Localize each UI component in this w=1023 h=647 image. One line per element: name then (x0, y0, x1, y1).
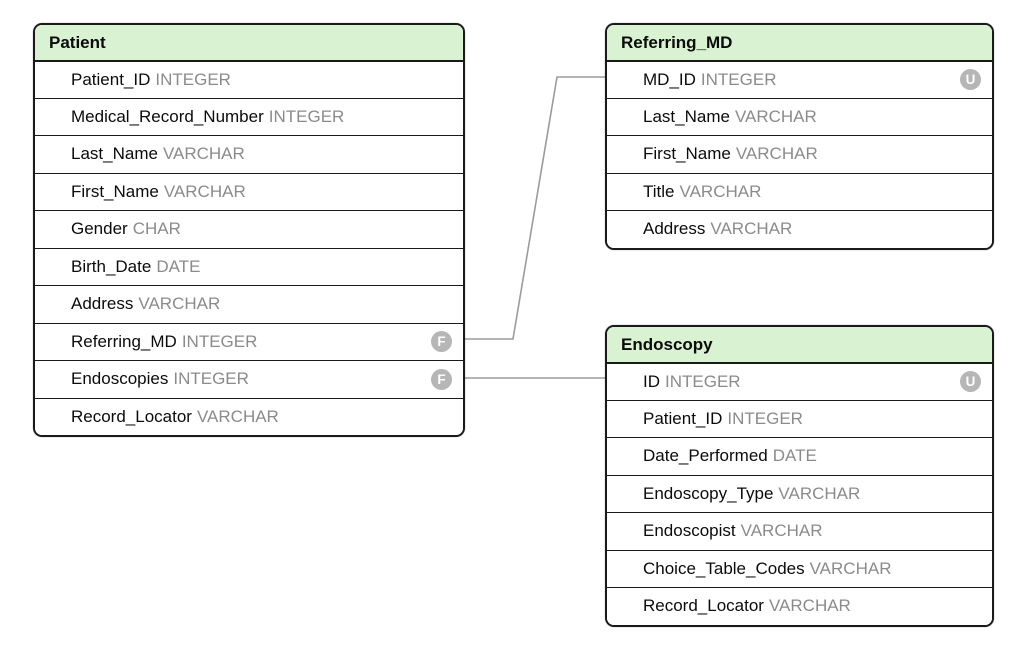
field-name: Address (71, 294, 134, 314)
field-row[interactable]: First_Name VARCHAR (607, 135, 992, 173)
field-name: Birth_Date (71, 256, 152, 276)
table-referring-md[interactable]: Referring_MD MD_ID INTEGER U Last_Name VARCH… (605, 23, 994, 250)
field-name: Endoscopist (643, 521, 736, 541)
field-type: VARCHAR (734, 106, 817, 126)
field-row[interactable]: Last_Name VARCHAR (35, 135, 463, 173)
field-name: Patient_ID (643, 408, 723, 428)
field-row[interactable]: Medical_Record_Number INTEGER (35, 97, 463, 135)
foreign-key-badge: F (431, 368, 452, 390)
field-row[interactable]: Last_Name VARCHAR (607, 97, 992, 135)
field-row[interactable]: Title VARCHAR (607, 172, 992, 210)
table-endoscopy[interactable]: Endoscopy ID INTEGER U Patient_ID INTEGER Dat… (605, 325, 994, 627)
field-row[interactable]: Record_Locator VARCHAR (607, 587, 992, 625)
table-title: Patient (49, 32, 106, 52)
field-name: Referring_MD (71, 331, 177, 351)
field-type: INTEGER (173, 369, 249, 389)
field-row[interactable]: Address VARCHAR (607, 210, 992, 248)
field-type: INTEGER (181, 331, 258, 351)
field-row[interactable]: Gender CHAR (35, 210, 463, 248)
field-name: Last_Name (71, 144, 158, 164)
field-row[interactable]: Record_Locator VARCHAR (35, 397, 463, 435)
field-type: INTEGER (700, 69, 777, 89)
field-row[interactable]: Patient_ID INTEGER (35, 60, 463, 98)
table-header[interactable]: Referring_MD (607, 25, 992, 60)
unique-key-badge: U (960, 371, 981, 393)
field-row[interactable]: MD_ID INTEGER U (607, 60, 992, 98)
field-row[interactable]: Choice_Table_Codes VARCHAR (607, 549, 992, 587)
table-header[interactable]: Endoscopy (607, 327, 992, 362)
field-type: VARCHAR (196, 406, 279, 426)
field-type: VARCHAR (679, 181, 762, 201)
unique-key-badge: U (960, 69, 981, 91)
field-type: VARCHAR (710, 219, 793, 239)
table-title: Referring_MD (621, 32, 733, 52)
field-name: ID (643, 371, 660, 391)
field-row[interactable]: Date_Performed DATE (607, 437, 992, 475)
field-name: Choice_Table_Codes (643, 558, 805, 578)
field-type: CHAR (132, 219, 181, 239)
field-row[interactable]: Birth_Date DATE (35, 247, 463, 285)
field-type: INTEGER (268, 106, 345, 126)
table-header[interactable]: Patient (35, 25, 463, 60)
field-name: Endoscopies (71, 369, 169, 389)
field-row[interactable]: Endoscopist VARCHAR (607, 512, 992, 550)
field-name: Patient_ID (71, 69, 151, 89)
field-type: INTEGER (155, 69, 231, 89)
table-rows: MD_ID INTEGER U Last_Name VARCHAR First_Name V… (607, 60, 992, 248)
table-rows: Patient_ID INTEGER Medical_Record_Number IN… (35, 60, 463, 435)
field-type: VARCHAR (163, 181, 246, 201)
field-name: Endoscopy_Type (643, 483, 774, 503)
table-patient[interactable]: Patient Patient_ID INTEGER Medical_Record_… (33, 23, 465, 437)
field-name: First_Name (71, 181, 159, 201)
field-name: Record_Locator (71, 406, 192, 426)
field-name: Last_Name (643, 106, 730, 126)
field-type: VARCHAR (740, 521, 823, 541)
field-row[interactable]: ID INTEGER U (607, 362, 992, 400)
field-name: Title (643, 181, 675, 201)
field-row[interactable]: First_Name VARCHAR (35, 172, 463, 210)
field-row[interactable]: Address VARCHAR (35, 285, 463, 323)
field-type: VARCHAR (138, 294, 221, 314)
field-row[interactable]: Endoscopy_Type VARCHAR (607, 474, 992, 512)
field-type: VARCHAR (768, 596, 851, 616)
field-name: Gender (71, 219, 128, 239)
field-type: VARCHAR (778, 483, 861, 503)
field-row[interactable]: Endoscopies INTEGER F (35, 360, 463, 398)
field-row[interactable]: Referring_MD INTEGER F (35, 322, 463, 360)
field-type: DATE (156, 256, 201, 276)
field-type: INTEGER (727, 408, 803, 428)
field-type: DATE (772, 446, 817, 466)
relationship-line-patient-referring-md (465, 76, 605, 340)
field-type: VARCHAR (162, 144, 245, 164)
field-name: MD_ID (643, 69, 696, 89)
field-type: INTEGER (665, 371, 741, 391)
field-name: First_Name (643, 144, 731, 164)
field-name: Date_Performed (643, 446, 768, 466)
field-name: Record_Locator (643, 596, 764, 616)
field-row[interactable]: Patient_ID INTEGER (607, 399, 992, 437)
field-name: Address (643, 219, 706, 239)
table-rows: ID INTEGER U Patient_ID INTEGER Date_Performe… (607, 362, 992, 625)
table-title: Endoscopy (621, 334, 713, 354)
field-type: VARCHAR (735, 144, 818, 164)
foreign-key-badge: F (431, 331, 452, 353)
field-type: VARCHAR (809, 558, 892, 578)
field-name: Medical_Record_Number (71, 106, 264, 126)
